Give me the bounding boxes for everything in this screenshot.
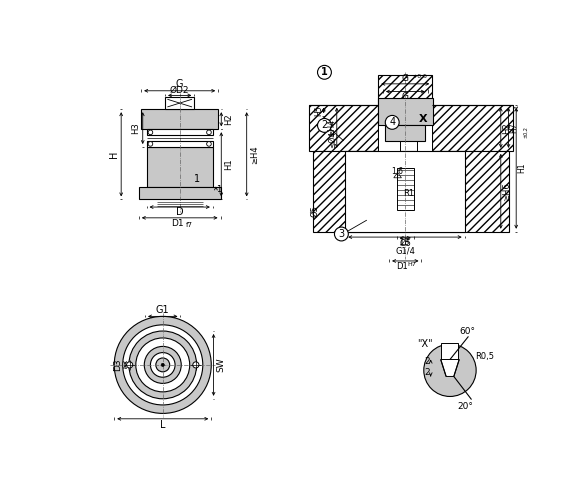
Text: H2: H2 [502, 122, 512, 133]
Bar [147, 129, 213, 135]
Text: 60°: 60° [459, 326, 475, 336]
Text: D: D [176, 207, 183, 217]
Circle shape [114, 317, 211, 413]
Text: Ø5: Ø5 [311, 205, 320, 217]
Polygon shape [441, 359, 459, 376]
Bar [309, 105, 378, 151]
Text: 4: 4 [389, 117, 395, 127]
Text: 2: 2 [424, 368, 430, 377]
Circle shape [161, 363, 164, 366]
Text: "X": "X" [417, 339, 433, 349]
Circle shape [129, 331, 197, 399]
Circle shape [123, 325, 203, 405]
Text: H1: H1 [223, 158, 233, 170]
Text: G1/4: G1/4 [395, 246, 415, 256]
Text: H7: H7 [408, 262, 417, 267]
Bar [313, 151, 509, 232]
Bar [432, 105, 513, 151]
Circle shape [318, 118, 331, 132]
Text: SW: SW [217, 357, 226, 372]
Bar [378, 75, 432, 105]
Circle shape [150, 353, 175, 377]
Text: 13: 13 [399, 238, 411, 247]
Bar [147, 141, 213, 147]
Text: H3: H3 [132, 122, 140, 134]
Text: H5: H5 [314, 105, 324, 116]
Text: 1: 1 [194, 174, 200, 185]
Bar [417, 105, 432, 151]
Text: R1: R1 [403, 188, 415, 198]
Circle shape [144, 346, 181, 383]
Circle shape [207, 142, 211, 146]
Text: R0,5: R0,5 [475, 352, 494, 361]
Text: H: H [109, 150, 119, 158]
Text: 2: 2 [424, 356, 430, 366]
Text: H1: H1 [517, 163, 526, 173]
Text: H2: H2 [223, 113, 233, 125]
Text: 20°: 20° [457, 402, 473, 411]
Circle shape [136, 338, 190, 392]
Bar [147, 147, 213, 187]
Bar [397, 168, 414, 210]
Circle shape [318, 65, 331, 79]
Text: +0,5: +0,5 [413, 74, 427, 78]
Text: ØD2: ØD2 [170, 86, 190, 94]
Text: f7: f7 [186, 222, 193, 228]
Bar [141, 109, 218, 129]
Circle shape [335, 227, 348, 241]
Bar [345, 151, 464, 232]
Circle shape [126, 362, 133, 368]
Text: D1: D1 [171, 219, 184, 228]
Text: +1: +1 [514, 104, 520, 112]
Text: D1: D1 [396, 262, 408, 271]
Text: 1: 1 [217, 185, 222, 194]
Text: Ø5: Ø5 [399, 239, 411, 248]
Text: G: G [402, 92, 409, 101]
Text: ≥H4: ≥H4 [327, 119, 336, 136]
Circle shape [148, 142, 152, 146]
Text: G1: G1 [156, 305, 169, 315]
Bar [442, 342, 459, 359]
Text: ≥H4: ≥H4 [250, 145, 259, 164]
Text: ≥H6: ≥H6 [502, 182, 512, 201]
Circle shape [193, 362, 199, 368]
Text: 1,6: 1,6 [392, 167, 403, 176]
Text: G: G [176, 79, 183, 89]
Text: D3: D3 [113, 358, 122, 371]
Bar [378, 105, 400, 151]
Text: G: G [402, 74, 409, 83]
Text: 1: 1 [321, 67, 328, 77]
Circle shape [156, 358, 170, 372]
Circle shape [148, 130, 152, 135]
Text: L: L [160, 420, 165, 430]
Circle shape [385, 115, 399, 129]
Text: ±0,2: ±0,2 [523, 126, 528, 137]
Text: X: X [418, 114, 427, 124]
Text: ≤Ø4: ≤Ø4 [328, 131, 336, 148]
Bar [385, 126, 425, 141]
Text: H7: H7 [509, 122, 519, 133]
Text: 3: 3 [338, 229, 345, 239]
Text: 2: 2 [321, 120, 328, 131]
Bar [165, 97, 194, 109]
Circle shape [424, 344, 476, 396]
Circle shape [207, 130, 211, 135]
Bar [139, 187, 221, 199]
Bar [378, 98, 433, 126]
